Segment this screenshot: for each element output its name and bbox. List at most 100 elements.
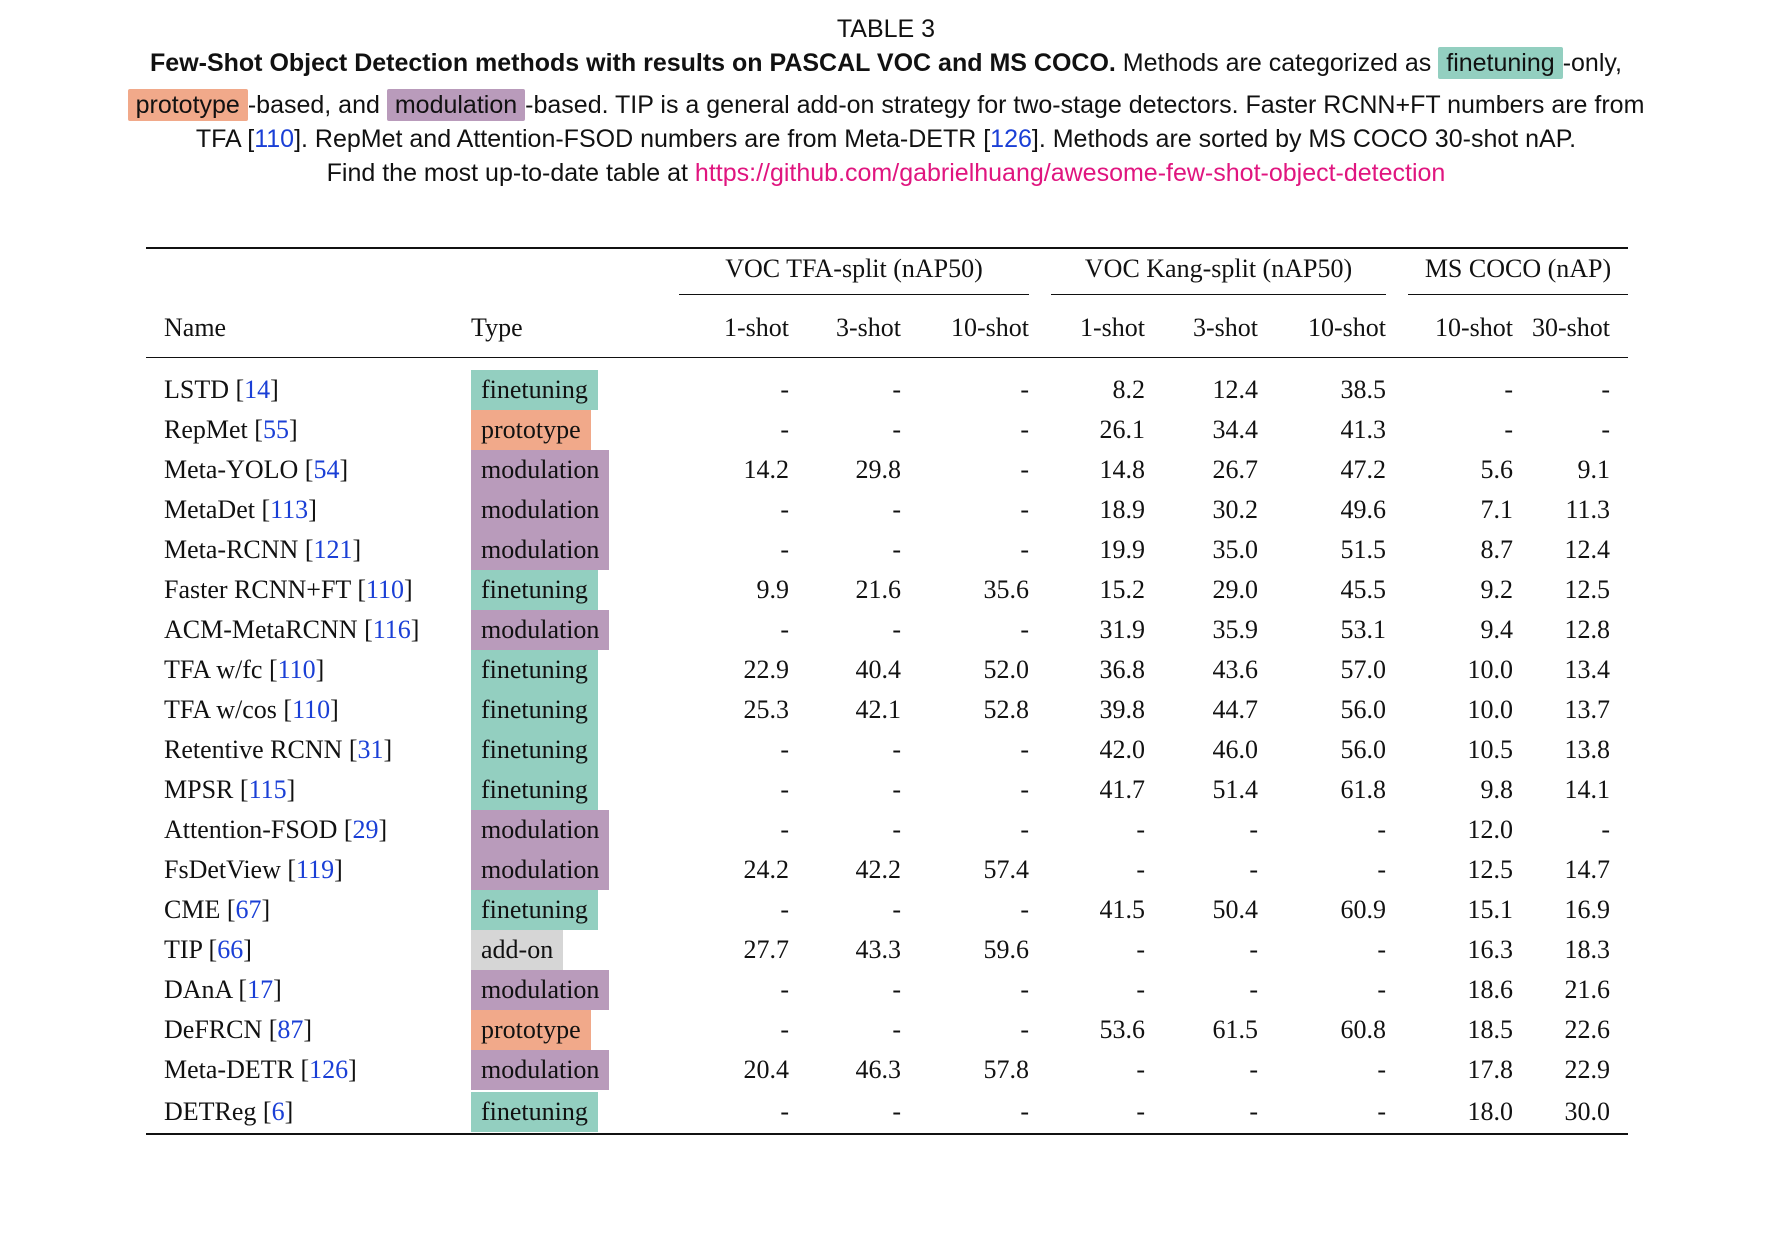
citation-link[interactable]: 126 (990, 125, 1032, 153)
citation-link[interactable]: 121 (313, 535, 353, 564)
table-row: Meta-RCNN [121] modulation - - - 19.9 35.0 51.5… (146, 530, 1628, 570)
voc-kang-group-header: VOC Kang-split (nAP50) (1051, 254, 1386, 295)
citation-link[interactable]: 54 (313, 455, 340, 484)
result-value: 16.9 (1564, 895, 1611, 924)
result-value: 42.1 (855, 695, 902, 724)
citation-link[interactable]: 119 (296, 855, 335, 884)
column-header-name: Name (164, 313, 227, 342)
method-type-tag: finetuning (471, 370, 598, 410)
method-type-cell: finetuning (471, 1090, 659, 1134)
result-value: 14.2 (743, 455, 790, 484)
citation-link[interactable]: 110 (254, 125, 295, 153)
result-value: 35.9 (1212, 615, 1259, 644)
citation-link[interactable]: 31 (357, 735, 384, 764)
column-header-shot: 10-shot (951, 313, 1029, 342)
citation-link[interactable]: 110 (277, 655, 316, 684)
method-type-tag: finetuning (471, 650, 598, 690)
method-name-cell: Faster RCNN+FT [110] (164, 575, 413, 604)
result-value: 41.5 (1099, 895, 1146, 924)
citation-link[interactable]: 55 (262, 415, 289, 444)
method-type-tag: modulation (471, 1050, 610, 1090)
result-value: 31.9 (1099, 615, 1146, 644)
result-value: - (892, 975, 901, 1004)
result-value: 57.4 (983, 855, 1030, 884)
result-value: 10.5 (1467, 735, 1514, 764)
table-row: Retentive RCNN [31] finetuning - - - 42.0 46.0… (146, 730, 1628, 770)
result-value: 13.7 (1564, 695, 1611, 724)
column-header-shot: 10-shot (1308, 313, 1386, 342)
caption-line-2: prototype -based, and modulation -based. T… (0, 88, 1772, 122)
result-value: - (1377, 1096, 1386, 1126)
citation-link[interactable]: 110 (292, 695, 331, 724)
table-row: LSTD [14] finetuning - - - 8.2 12.4 38.5 - - (146, 358, 1628, 410)
table-row: Meta-YOLO [54] modulation 14.2 29.8 - 14.8 26.… (146, 450, 1628, 490)
result-value: - (1020, 735, 1029, 764)
method-type-cell: modulation (471, 810, 659, 850)
citation-link[interactable]: 67 (235, 895, 262, 924)
citation-link[interactable]: 17 (247, 975, 274, 1004)
caption-text: ]. RepMet and Attention-FSOD numbers are… (294, 125, 991, 153)
result-value: - (1249, 1096, 1258, 1126)
citation-link[interactable]: 29 (352, 815, 379, 844)
citation-link[interactable]: 66 (217, 935, 244, 964)
result-value: - (1377, 815, 1386, 844)
result-value: 22.9 (743, 655, 790, 684)
table-row: DAnA [17] modulation - - - - - - 18.6 21.6 (146, 970, 1628, 1010)
citation-link[interactable]: 87 (277, 1015, 304, 1044)
citation-link[interactable]: 6 (271, 1096, 285, 1126)
github-link[interactable]: https://github.com/gabrielhuang/awesome-… (694, 159, 1446, 187)
result-value: - (892, 375, 901, 404)
method-name: Meta-DETR (164, 1055, 294, 1084)
table-row: MPSR [115] finetuning - - - 41.7 51.4 61.8 9.8 14… (146, 770, 1628, 810)
result-value: 22.6 (1564, 1015, 1611, 1044)
result-value: 46.3 (855, 1055, 902, 1084)
result-value: - (892, 615, 901, 644)
result-value: 45.5 (1340, 575, 1387, 604)
result-value: 12.0 (1467, 815, 1514, 844)
result-value: 14.7 (1564, 855, 1611, 884)
method-name: DAnA (164, 975, 232, 1004)
citation-link[interactable]: 14 (244, 375, 271, 404)
column-header-shot: 30-shot (1532, 313, 1610, 342)
citation-link[interactable]: 113 (270, 495, 309, 524)
result-value: 40.4 (855, 655, 902, 684)
table-row: ACM-MetaRCNN [116] modulation - - - 31.9 35.9 5… (146, 610, 1628, 650)
column-header-row: Name Type 1-shot 3-shot 10-shot 1-shot 3… (146, 299, 1628, 358)
result-value: - (892, 775, 901, 804)
caption-line-3: TFA [110]. RepMet and Attention-FSOD num… (0, 122, 1772, 156)
prototype-chip: prototype (127, 89, 248, 121)
method-name-cell: Retentive RCNN [31] (164, 735, 393, 764)
column-header-shot: 3-shot (836, 313, 901, 342)
table-row: Attention-FSOD [29] modulation - - - - - - 12.0 - (146, 810, 1628, 850)
result-value: - (1249, 815, 1258, 844)
result-value: - (1377, 935, 1386, 964)
result-value: 27.7 (743, 935, 790, 964)
result-value: 30.2 (1212, 495, 1259, 524)
result-value: - (1136, 855, 1145, 884)
method-type-cell: finetuning (471, 770, 659, 810)
method-type-tag: finetuning (471, 1091, 598, 1132)
method-name: MetaDet (164, 495, 255, 524)
method-type-tag: finetuning (471, 730, 598, 770)
method-type-tag: modulation (471, 490, 610, 530)
result-value: 15.2 (1099, 575, 1146, 604)
result-value: 18.0 (1467, 1096, 1514, 1126)
result-value: 50.4 (1212, 895, 1259, 924)
result-value: - (780, 895, 789, 924)
method-name: Meta-RCNN (164, 535, 299, 564)
result-value: - (892, 1096, 901, 1126)
caption-text: Find the most up-to-date table at (326, 159, 695, 187)
method-type-tag: finetuning (471, 690, 598, 730)
result-value: 60.8 (1340, 1015, 1387, 1044)
result-value: - (1601, 815, 1610, 844)
method-name-cell: TFA w/fc [110] (164, 655, 325, 684)
result-value: - (892, 535, 901, 564)
citation-link[interactable]: 116 (372, 615, 411, 644)
citation-link[interactable]: 126 (309, 1055, 349, 1084)
result-value: 5.6 (1480, 455, 1514, 484)
method-type-tag: finetuning (471, 770, 598, 810)
citation-link[interactable]: 110 (365, 575, 405, 604)
citation-link[interactable]: 115 (248, 775, 287, 804)
voc-tfa-group-header: VOC TFA-split (nAP50) (679, 254, 1029, 295)
result-value: 12.5 (1564, 575, 1611, 604)
